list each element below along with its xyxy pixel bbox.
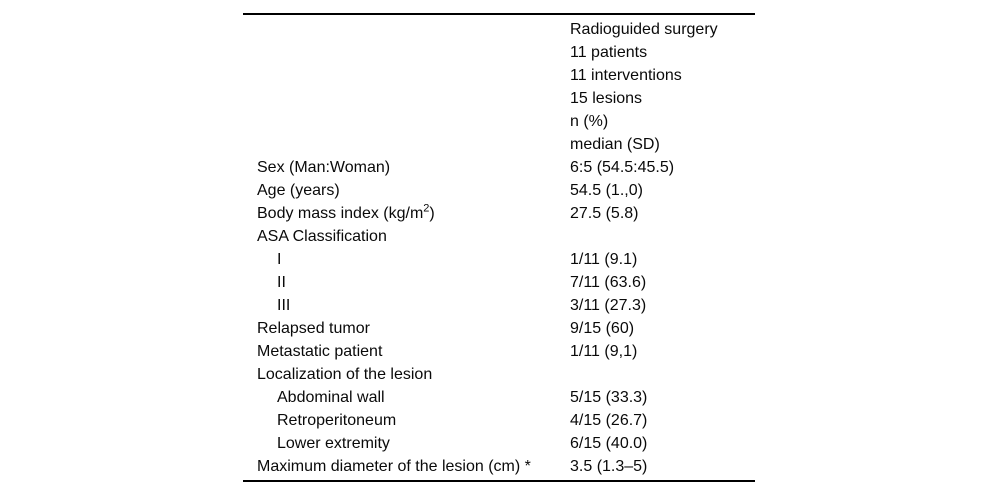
row-label: Localization of the lesion (257, 366, 433, 383)
row-value: 27.5 (5.8) (570, 205, 639, 222)
table-row-bmi: Body mass index (kg/m2) 27.5 (5.8) (243, 202, 755, 225)
row-label: Retroperitoneum (277, 412, 397, 429)
table-row-asa-1: I 1/11 (9.1) (243, 248, 755, 271)
row-label: Metastatic patient (257, 343, 383, 360)
row-value: 9/15 (60) (570, 320, 635, 337)
header-line-interventions: 11 interventions (570, 67, 682, 84)
row-value: 6/15 (40.0) (570, 435, 648, 452)
row-label: Age (years) (257, 182, 340, 199)
patient-characteristics-table: Radioguided surgery 11 patients 11 inter… (243, 13, 755, 482)
row-value: 1/11 (9,1) (570, 343, 638, 360)
row-label: Body mass index (kg/m2) (243, 202, 570, 225)
row-label: I (277, 251, 282, 268)
table-row-relapsed-tumor: Relapsed tumor 9/15 (60) (243, 317, 755, 340)
row-label: ASA Classification (257, 228, 387, 245)
header-line-median-sd: median (SD) (570, 136, 660, 153)
table-row-sex: Sex (Man:Woman) 6:5 (54.5:45.5) (243, 156, 755, 179)
table-row-asa-3: III 3/11 (27.3) (243, 294, 755, 317)
table-row-asa-2: II 7/11 (63.6) (243, 271, 755, 294)
bmi-label-suffix: ) (429, 205, 435, 222)
table-row-age: Age (years) 54.5 (1.,0) (243, 179, 755, 202)
table-row-metastatic-patient: Metastatic patient 1/11 (9,1) (243, 340, 755, 363)
row-label: Maximum diameter of the lesion (cm) * (257, 458, 531, 475)
table-row-asa-classification: ASA Classification (243, 225, 755, 248)
row-value: 6:5 (54.5:45.5) (570, 159, 675, 176)
header-line-patients: 11 patients (570, 44, 648, 61)
row-label: II (277, 274, 286, 291)
table-row-abdominal-wall: Abdominal wall 5/15 (33.3) (243, 386, 755, 409)
row-value: 54.5 (1.,0) (570, 182, 643, 199)
header-line-lesions: 15 lesions (570, 90, 643, 107)
header-line-n-percent: n (%) (570, 113, 609, 130)
row-label: Abdominal wall (277, 389, 385, 406)
row-label: III (277, 297, 291, 314)
table-row-retroperitoneum: Retroperitoneum 4/15 (26.7) (243, 409, 755, 432)
row-label: Relapsed tumor (257, 320, 370, 337)
table-row-max-diameter: Maximum diameter of the lesion (cm) * 3.… (243, 455, 755, 478)
table-row-localization: Localization of the lesion (243, 363, 755, 386)
row-value: 5/15 (33.3) (570, 389, 648, 406)
row-value (570, 363, 755, 386)
row-value: 3.5 (1.3–5) (570, 458, 648, 475)
bmi-label-prefix: Body mass index (kg/m (257, 205, 424, 222)
row-value (570, 225, 755, 248)
row-value: 7/11 (63.6) (570, 274, 647, 291)
bmi-superscript: 2 (423, 202, 430, 215)
row-value: 3/11 (27.3) (570, 297, 647, 314)
row-value: 4/15 (26.7) (570, 412, 648, 429)
row-value: 1/11 (9.1) (570, 251, 638, 268)
table-row-lower-extremity: Lower extremity 6/15 (40.0) (243, 432, 755, 455)
header-line-study-arm: Radioguided surgery (570, 21, 718, 38)
row-label: Sex (Man:Woman) (257, 159, 391, 176)
table-header-block: Radioguided surgery 11 patients 11 inter… (570, 18, 755, 156)
row-label: Lower extremity (277, 435, 390, 452)
